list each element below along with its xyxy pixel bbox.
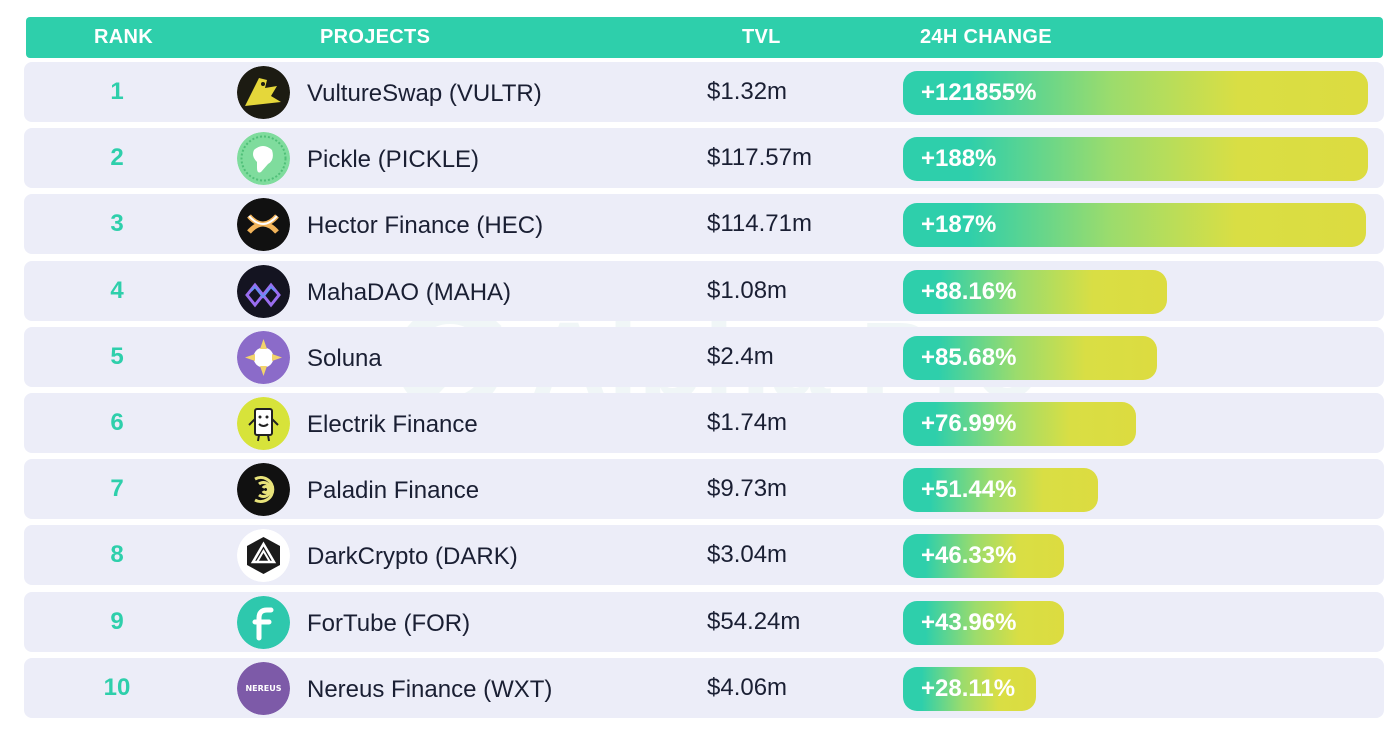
change-label: +85.68% [921,343,1017,371]
project-name: Electrik Finance [307,411,478,438]
rank-number: 5 [110,342,124,370]
rank-number: 4 [110,276,124,304]
logo-text: NEREUS [245,683,282,693]
project-name: MahaDAO (MAHA) [307,278,512,306]
table-row: 2 Pickle (PICKLE) $117.57m +188% [24,128,1384,189]
soluna-logo-icon [237,330,290,384]
fortube-logo-icon [237,595,290,649]
tvl-value: $9.73m [707,475,788,503]
rank-number: 3 [110,210,124,238]
project-name: Nereus Finance (WXT) [307,675,553,703]
rank-number: 8 [110,541,124,569]
table-row: 3 Hector Finance (HEC) $114.71m +187% [24,194,1384,255]
change-bar: +28.11% [903,666,1036,711]
rank-number: 1 [110,78,124,105]
change-bar: +88.16% [903,269,1167,314]
tvl-value: $114.71m [707,210,812,238]
table-row: 4 MahaDAO (MAHA) $1.08m +88.16% [24,260,1384,321]
tvl-value: $1.08m [707,276,788,304]
vulture-logo-icon [237,66,290,119]
change-label: +76.99% [921,410,1017,437]
change-bar: +187% [903,203,1366,248]
project-name: Paladin Finance [307,477,480,505]
change-label: +187% [921,211,997,239]
header-24h-change: 24H CHANGE [920,26,1052,48]
nereus-logo-icon: NEREUS [237,661,290,715]
rank-number: 7 [110,475,124,503]
change-label: +121855% [921,79,1037,106]
project-name: DarkCrypto (DARK) [307,543,518,571]
change-label: +88.16% [921,277,1017,305]
rank-number: 2 [110,144,124,172]
maha-logo-icon [237,264,290,318]
project-name: Soluna [307,344,382,372]
tvl-value: $2.4m [707,342,774,370]
table-row: 5 Soluna $2.4m +85.68% [24,326,1384,387]
change-bar: +51.44% [903,468,1098,513]
project-name: VultureSwap (VULTR) [307,80,542,107]
header-rank: RANK [94,26,153,48]
table-row: 6 Electrik Finance $1.74m +76.99% [24,393,1384,453]
darkcrypto-logo-icon [237,529,290,583]
tvl-value: $4.06m [707,673,788,701]
header-tvl: TVL [742,26,781,48]
rank-number: 10 [103,673,131,701]
table-row: 1 VultureSwap (VULTR) $1.32m +121855% [24,62,1384,122]
table-row: 10 NEREUS Nereus Finance (WXT) $4.06m +28.11… [24,657,1384,718]
rank-number: 9 [110,607,124,635]
electrik-logo-icon [237,397,290,450]
change-bar: +188% [903,137,1368,182]
table-row: 9 ForTube (FOR) $54.24m +43.96% [24,591,1384,652]
change-bar: +85.68% [903,335,1157,380]
change-label: +51.44% [921,476,1017,504]
hector-logo-icon [237,198,290,252]
tvl-value: $1.74m [707,409,788,436]
change-label: +43.96% [921,608,1017,636]
project-name: Hector Finance (HEC) [307,212,544,240]
change-label: +28.11% [921,674,1016,702]
change-label: +46.33% [921,542,1017,570]
tvl-value: $117.57m [707,144,812,172]
tvl-value: $3.04m [707,541,788,569]
rank-number: 6 [110,409,124,436]
change-bar: +46.33% [903,534,1064,579]
header-projects: PROJECTS [320,26,431,48]
project-name: ForTube (FOR) [307,609,471,637]
table-row: 8 DarkCrypto (DARK) $3.04m +46.33% [24,525,1384,586]
tvl-value: $54.24m [707,607,801,635]
change-bar: +43.96% [903,600,1064,645]
project-name: Pickle (PICKLE) [307,146,480,174]
change-bar: +76.99% [903,402,1136,446]
pickle-logo-icon [237,132,290,186]
table-row: 7 Paladin Finance $9.73m +51.44% [24,459,1384,520]
table-header: RANK PROJECTS TVL 24H CHANGE [26,17,1383,58]
change-bar: +121855% [903,71,1368,115]
change-label: +188% [921,145,997,173]
paladin-logo-icon [237,463,290,517]
tvl-value: $1.32m [707,78,788,105]
